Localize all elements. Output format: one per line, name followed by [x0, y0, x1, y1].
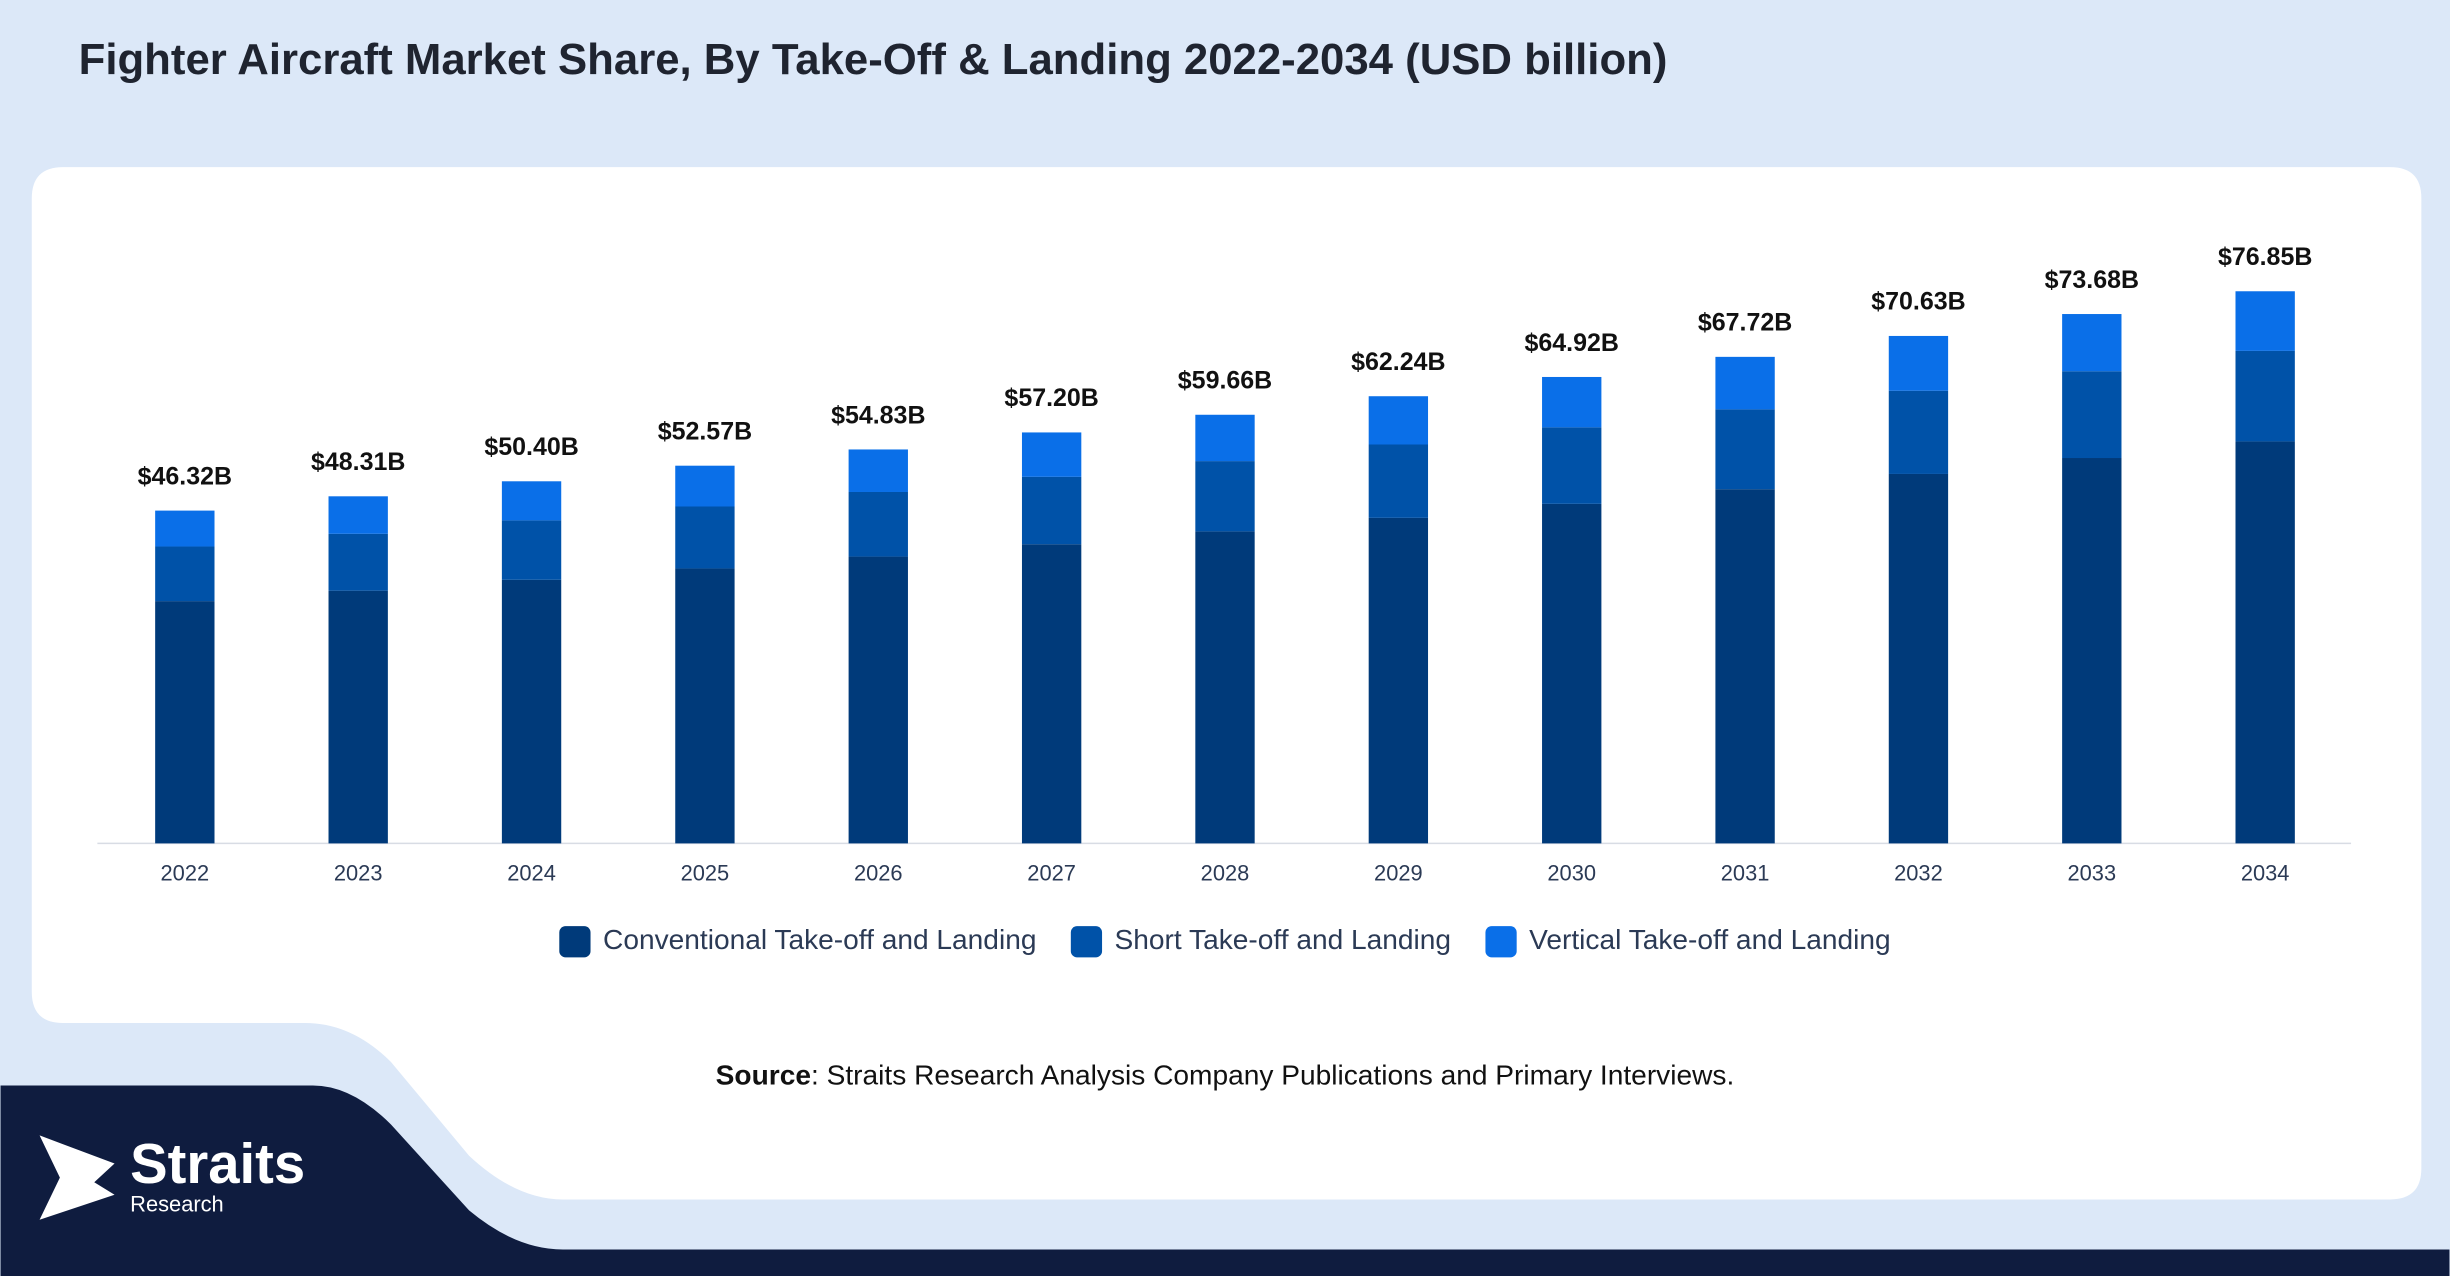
bar-segment: [2235, 291, 2295, 351]
logo-name: Straits: [130, 1132, 305, 1195]
bar-segment: [1368, 444, 1429, 518]
legend: Conventional Take-off and Landing Short T…: [559, 924, 1891, 958]
total-label: $64.92B: [1525, 329, 1619, 357]
bar-segment: [848, 449, 908, 492]
bar-segment: [155, 546, 215, 602]
bar-segment: [2062, 314, 2122, 372]
x-tick-label: 2034: [2241, 860, 2290, 885]
bar-segment: [1715, 409, 1775, 490]
total-label: $70.63B: [1871, 288, 1965, 316]
bar-segment: [1195, 531, 1255, 844]
legend-swatch: [1485, 926, 1517, 958]
source: Source: Straits Research Analysis Compan…: [716, 1060, 1735, 1091]
x-tick-label: 2025: [681, 860, 730, 885]
x-tick-label: 2026: [854, 860, 903, 885]
x-tick-label: 2031: [1721, 860, 1770, 885]
bar-segment: [1715, 356, 1775, 410]
footer-band: [0, 1085, 2450, 1276]
logo-icon: [39, 1135, 115, 1220]
total-label: $73.68B: [2045, 266, 2139, 294]
bar-segment: [1195, 414, 1255, 462]
total-label: $54.83B: [831, 401, 925, 429]
bar-segment: [328, 590, 388, 844]
bar-segment: [2235, 441, 2295, 844]
total-label: $48.31B: [311, 448, 405, 476]
bar-segment: [1542, 376, 1602, 428]
legend-swatch: [559, 926, 591, 958]
x-tick-label: 2023: [334, 860, 383, 885]
bar-segment: [1021, 476, 1082, 545]
bar-segment: [1195, 461, 1255, 532]
x-tick-label: 2028: [1201, 860, 1250, 885]
chart-title: Fighter Aircraft Market Share, By Take-O…: [79, 35, 1668, 84]
total-label: $52.57B: [658, 417, 752, 445]
bar-segment: [1888, 473, 1949, 844]
x-tick-label: 2027: [1027, 860, 1076, 885]
bar-segment: [1715, 489, 1775, 844]
bar-segment: [1021, 544, 1082, 844]
x-tick-label: 2032: [1894, 860, 1943, 885]
bar-segment: [328, 496, 388, 534]
bar-segment: [848, 556, 908, 844]
bar-segment: [328, 533, 388, 591]
total-label: $76.85B: [2218, 243, 2312, 271]
bar-segment: [1542, 503, 1602, 844]
bar-segment: [1888, 335, 1949, 391]
legend-label: Conventional Take-off and Landing: [603, 924, 1036, 955]
bar-segment: [675, 506, 735, 569]
bar-segment: [2235, 350, 2295, 442]
legend-swatch: [1070, 926, 1103, 958]
bar-segment: [2062, 458, 2122, 844]
bar-segment: [675, 465, 735, 507]
legend-label: Vertical Take-off and Landing: [1529, 924, 1891, 955]
total-label: $67.72B: [1698, 309, 1792, 337]
x-tick-label: 2024: [507, 860, 556, 885]
x-tick-label: 2033: [2067, 860, 2116, 885]
bar-segment: [675, 568, 735, 844]
total-label: $50.40B: [484, 433, 578, 461]
bar-segment: [2062, 371, 2122, 459]
source-label: Source: [716, 1060, 811, 1091]
bar-segment: [1542, 427, 1602, 504]
bar-segment: [1888, 390, 1949, 474]
bar-segment: [1368, 396, 1429, 445]
bar-segment: [501, 579, 562, 844]
total-label: $57.20B: [1004, 384, 1098, 412]
bar-segment: [155, 601, 215, 844]
total-label: $59.66B: [1178, 367, 1272, 395]
logo-sub: Research: [130, 1191, 224, 1216]
source-text: : Straits Research Analysis Company Publ…: [811, 1060, 1734, 1091]
x-tick-label: 2029: [1374, 860, 1423, 885]
x-tick-label: 2022: [161, 860, 210, 885]
bar-segment: [501, 520, 562, 580]
legend-label: Short Take-off and Landing: [1115, 924, 1452, 955]
bar-segment: [501, 481, 562, 521]
total-label: $62.24B: [1351, 348, 1445, 376]
bar-segment: [848, 491, 908, 557]
bar-segment: [1021, 432, 1082, 477]
x-tick-label: 2030: [1547, 860, 1596, 885]
bar-segment: [1368, 517, 1429, 844]
total-label: $46.32B: [138, 462, 232, 490]
bar-segment: [155, 510, 215, 547]
